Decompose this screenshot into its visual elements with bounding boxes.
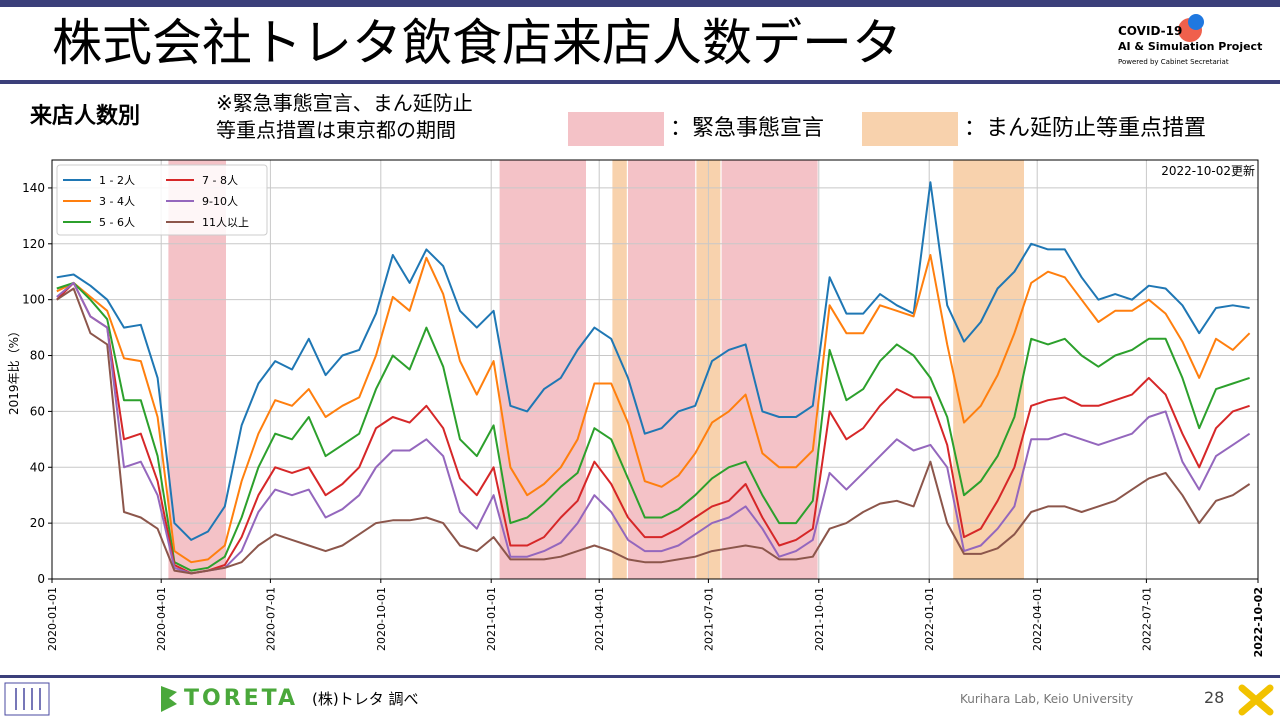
lab-logo-icon [4, 682, 50, 716]
data-source: (株)トレタ 調べ [312, 690, 419, 708]
x-tick-label: 2020-10-01 [375, 587, 388, 651]
x-mark-icon [1238, 684, 1274, 716]
y-axis: 0 20 40 60 80 100 120 140 [22, 181, 52, 586]
x-tick-label: 2020-07-01 [264, 587, 277, 651]
legend-label: 3 - 4人 [99, 195, 135, 208]
series-line [56, 181, 1250, 541]
x-tick-label: 2021-01-01 [485, 587, 498, 651]
title-divider [0, 80, 1280, 84]
y-tick-label: 140 [22, 181, 45, 195]
toreta-brand: TORETA [184, 686, 299, 711]
top-accent-bar [0, 0, 1280, 7]
semi-period-band [612, 160, 627, 579]
period-bands [168, 160, 1024, 579]
y-tick-label: 80 [30, 349, 45, 363]
series-line [56, 281, 1251, 575]
x-axis: 2020-01-01 2020-04-01 2020-07-01 2020-10-01… [46, 579, 1265, 657]
x-tick-label: 2021-04-01 [593, 587, 606, 651]
y-tick-label: 20 [30, 516, 45, 530]
x-tick-label: 2022-07-01 [1140, 587, 1153, 651]
x-tick-label: 2020-01-01 [46, 587, 59, 651]
logo-line3: Powered by Cabinet Secretariat [1118, 58, 1229, 66]
series-lines [56, 181, 1251, 575]
logo-line2: AI & Simulation Project [1118, 40, 1263, 53]
y-axis-label: 2019年比（%） [7, 325, 21, 415]
y-tick-label: 0 [37, 572, 45, 586]
x-tick-label: 2022-01-01 [923, 587, 936, 651]
section-label: 来店人数別 [30, 104, 141, 129]
emergency-legend-label: ：緊急事態宣言 [670, 116, 825, 141]
plot-frame [51, 159, 1259, 580]
emergency-legend-swatch [568, 112, 664, 146]
y-tick-label: 120 [22, 237, 45, 251]
y-tick-label: 100 [22, 293, 45, 307]
y-tick-label: 40 [30, 460, 45, 474]
emergency-period-band [721, 160, 818, 579]
page-title: 株式会社トレタ飲食店来店人数データ [52, 14, 902, 72]
x-tick-label: 2022-04-01 [1031, 587, 1044, 651]
logo-line1: COVID-19 [1118, 24, 1183, 38]
period-note: ※緊急事態宣言、まん延防止 等重点措置は東京都の期間 [216, 90, 473, 144]
footer-divider [0, 675, 1280, 678]
x-tick-label: 2021-07-01 [702, 587, 715, 651]
project-logo: COVID-19 AI & Simulation Project Powered… [1118, 14, 1278, 72]
legend-label: 5 - 6人 [99, 216, 135, 229]
x-tick-label: 2022-10-02 [1252, 587, 1265, 657]
logo-blue-dot-icon [1188, 14, 1204, 30]
page-number: 28 [1204, 688, 1225, 707]
x-tick-label: 2020-04-01 [155, 587, 168, 651]
y-tick-label: 60 [30, 404, 45, 418]
legend-label: 9-10人 [202, 195, 238, 208]
legend-label: 7 - 8人 [202, 174, 238, 187]
x-tick-label: 2021-10-01 [813, 587, 826, 651]
period-note-line2: 等重点措置は東京都の期間 [216, 118, 456, 142]
updated-note: 2022-10-02更新 [1161, 163, 1255, 178]
series-line [56, 281, 1250, 572]
toreta-logo-icon [161, 686, 177, 712]
legend-label: 11人以上 [202, 216, 249, 229]
series-legend: 1 - 2人 3 - 4人 5 - 6人 7 - 8人 9-10人 11人以上 [56, 164, 268, 236]
legend-box [56, 164, 268, 236]
period-note-line1: ※緊急事態宣言、まん延防止 [216, 91, 473, 115]
emergency-period-band [499, 160, 586, 579]
lab-credit: Kurihara Lab, Keio University [960, 692, 1134, 706]
series-line [56, 254, 1251, 564]
series-line [56, 287, 1251, 575]
semi-emergency-legend-swatch [862, 112, 958, 146]
legend-label: 1 - 2人 [99, 174, 135, 187]
emergency-period-band [628, 160, 696, 579]
semi-emergency-legend-label: ：まん延防止等重点措置 [964, 116, 1207, 141]
series-line [56, 281, 1250, 575]
